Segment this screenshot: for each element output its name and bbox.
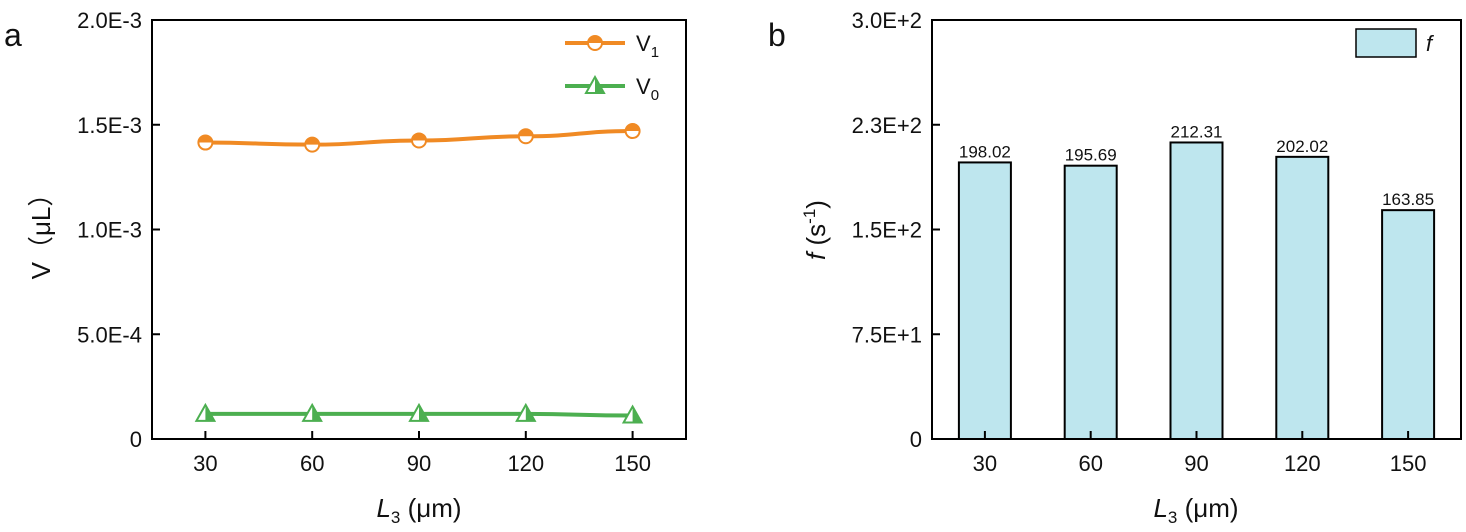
panel-b-y-tick-label: 0 [910,427,922,452]
panel-a-legend-label: V1 [636,31,659,61]
panel-b-bar [957,161,1012,440]
panel-a-x-axis-label-unit: (μm) [400,493,461,523]
panel-b-label: b [768,17,786,53]
panel-a-plot-frame [151,19,687,440]
panel-a-legend-label-sub: 1 [651,44,659,61]
panel-a: a 05.0E-41.0E-31.5E-32.0E-3 30 60 90 120 150… [4,8,687,527]
panel-a-y-axis-label: V（μL） [26,181,56,280]
panel-a-x-tick-label: 120 [507,451,544,476]
panel-b-legend-label: f [1426,31,1435,56]
panel-a-x-axis-label: L3 (μm) [376,493,461,527]
panel-b-bar-value-label: 202.02 [1276,137,1328,156]
panel-b-x-tick-label: 60 [1078,451,1102,476]
panel-a-x-tick-label: 30 [193,451,217,476]
panel-b-legend: f [1355,28,1435,58]
panel-a-label: a [4,17,22,53]
panel-b: b 198.02 195.69 212.31 202.02 163.85 0 7.5E+1… [768,8,1462,527]
panel-b-x-axis-label: L3 (μm) [1153,493,1238,527]
panel-a-x-tick-label: 150 [614,451,651,476]
panel-b-y-tick-label: 7.5E+1 [852,322,922,347]
panel-b-y-ticks: 0 7.5E+1 1.5E+2 2.3E+2 3.0E+2 [852,8,940,452]
panel-a-legend-label-main: V [636,74,651,99]
panel-a-y-tick-label: 0 [130,427,142,452]
panel-b-bar [1275,155,1330,440]
panel-b-x-ticks: 30 60 90 120 150 [973,431,1427,476]
panel-b-y-tick-label: 2.3E+2 [852,113,922,138]
panel-a-data-point-v0 [515,402,537,422]
panel-a-data-point-v0 [301,402,323,422]
panel-a-x-axis-label-main: L [376,493,390,523]
panel-b-bar [1381,209,1436,440]
marker-fill [312,404,322,421]
panel-a-data-point-v1 [304,136,321,153]
panel-a-data-point-v1 [624,123,641,140]
panel-a-data-point-v1 [411,132,427,149]
marker-fill [412,133,426,141]
panel-b-x-axis-label-main: L [1153,493,1167,523]
panel-b-bar [1063,164,1118,440]
panel-a-data-point-v0 [621,404,644,424]
panel-b-bar-value-label: 195.69 [1065,146,1117,165]
panel-a-x-ticks: 30 60 90 120 150 [193,431,651,476]
marker-fill [525,404,535,421]
panel-b-y-axis-label-main: f [801,250,831,260]
panel-b-y-tick-label: 3.0E+2 [852,8,922,33]
panel-a-legend-label-main: V [636,31,651,56]
panel-a-x-tick-label: 60 [300,451,324,476]
marker-fill [198,135,213,143]
panel-a-y-tick-label: 1.5E-3 [77,113,142,138]
panel-a-y-ticks: 0 5.0E-4 1.0E-3 1.5E-3 2.0E-3 [77,8,160,452]
panel-b-y-axis-label-unit: (s [801,224,831,253]
panel-b-x-axis-label-unit: (μm) [1177,493,1238,523]
marker-fill [205,404,215,421]
panel-a-legend-label: V0 [636,74,659,104]
panel-a-x-axis-label-sub: 3 [391,508,400,527]
panel-b-x-tick-label: 30 [973,451,997,476]
marker-fill [518,129,533,137]
panel-a-x-tick-label: 90 [407,451,431,476]
panel-b-y-axis-label: f (s-1) [800,200,831,260]
panel-a-data-point-v0 [194,402,217,422]
panel-a-legend-marker-fill [595,77,604,93]
marker-fill [419,404,428,421]
panel-b-x-tick-label: 90 [1184,451,1208,476]
panel-b-x-axis-label-sub: 3 [1168,508,1177,527]
panel-a-legend-marker-fill [588,36,602,43]
marker-fill [632,406,642,423]
panel-a-data-point-v1 [197,134,214,151]
panel-a-y-tick-label: 2.0E-3 [77,8,142,33]
panel-b-bar-value-label: 163.85 [1382,190,1434,209]
panel-a-data-point-v0 [408,402,430,422]
panel-b-bar [1169,141,1224,440]
panel-a-legend-label-sub: 0 [651,87,659,104]
panel-a-series [194,123,644,424]
marker-fill [625,124,640,132]
panel-b-bars: 198.02 195.69 212.31 202.02 163.85 [957,122,1436,440]
panel-b-bar-value-label: 212.31 [1171,122,1223,141]
panel-a-y-tick-label: 1.0E-3 [77,218,142,243]
panel-a-y-tick-label: 5.0E-4 [77,322,142,347]
panel-b-y-axis-label-close: ) [801,200,831,209]
panel-b-x-tick-label: 120 [1284,451,1321,476]
marker-fill [305,137,320,145]
panel-a-data-point-v1 [517,128,534,145]
panel-b-x-tick-label: 150 [1390,451,1427,476]
panel-b-legend-swatch [1355,28,1417,58]
panel-b-y-tick-label: 1.5E+2 [852,218,922,243]
panel-b-y-axis-label-sup: -1 [800,209,819,224]
panel-b-bar-value-label: 198.02 [959,142,1011,161]
